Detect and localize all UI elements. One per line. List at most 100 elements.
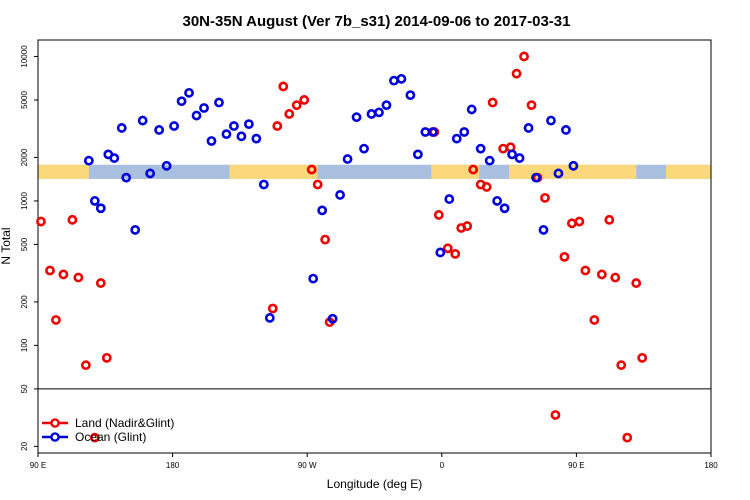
land-point <box>604 214 615 225</box>
y-tick-label: 100 <box>20 338 29 352</box>
land-point <box>622 432 633 443</box>
land-point <box>67 214 78 225</box>
y-tick-label: 10000 <box>20 45 29 68</box>
ocean-point <box>258 179 269 190</box>
ocean-point <box>514 153 525 163</box>
ocean-point <box>459 127 470 137</box>
ocean-point <box>405 90 416 101</box>
ocean-point <box>229 121 239 131</box>
land-point <box>637 352 648 363</box>
ocean-point <box>176 96 187 107</box>
y-tick-label: 5000 <box>20 91 29 109</box>
land-point <box>299 95 310 105</box>
ocean-point <box>475 143 486 154</box>
x-tick-label: 90 E <box>568 461 584 470</box>
land-point <box>610 272 621 283</box>
ocean-point <box>327 313 338 324</box>
land-point <box>80 360 91 371</box>
ocean-point <box>317 205 328 216</box>
land-point <box>511 68 522 79</box>
ocean-series <box>83 73 579 324</box>
ocean-point <box>116 123 127 133</box>
ocean-point <box>121 172 132 183</box>
ocean-point <box>251 133 262 144</box>
ocean-point <box>412 149 423 160</box>
ocean-point <box>366 109 377 119</box>
x-tick-label: 180 <box>704 461 718 470</box>
y-tick-label: 500 <box>20 237 29 251</box>
x-tick-label: 180 <box>166 461 180 470</box>
land-point <box>89 432 100 443</box>
ocean-point <box>191 110 202 121</box>
land-point <box>442 243 453 254</box>
land-point <box>616 360 627 371</box>
ocean-point <box>169 121 179 131</box>
land-point <box>95 278 106 288</box>
y-tick-label: 20 <box>20 441 29 450</box>
land-point <box>320 234 331 245</box>
ocean-point <box>308 273 319 284</box>
land-point <box>596 269 607 280</box>
legend-label: Land (Nadir&Glint) <box>75 416 174 430</box>
x-axis-label: Longitude (deg E) <box>327 477 422 491</box>
land-point <box>312 179 323 190</box>
ocean-point <box>444 194 455 204</box>
ocean-point <box>389 75 399 86</box>
ocean-point <box>484 155 495 166</box>
ocean-point <box>523 123 534 133</box>
land-ocean-band <box>38 164 711 179</box>
land-point <box>550 410 561 420</box>
ocean-point <box>553 168 564 179</box>
ocean-point <box>154 125 165 135</box>
ocean-point <box>342 154 353 164</box>
land-band-segment <box>666 164 711 179</box>
data-points <box>36 51 648 443</box>
ocean-point <box>206 136 217 146</box>
land-point <box>433 210 444 220</box>
ocean-point <box>499 203 510 214</box>
y-tick-label: 1000 <box>20 191 29 209</box>
land-band-segment <box>431 164 480 179</box>
legend-marker <box>50 418 60 428</box>
y-tick-label: 50 <box>20 384 29 393</box>
plot-frame <box>37 39 712 454</box>
ocean-point <box>109 153 120 163</box>
ocean-point <box>351 112 362 123</box>
land-point <box>580 265 591 276</box>
ocean-point <box>507 149 517 160</box>
land-point <box>51 315 61 325</box>
ocean-point <box>89 196 100 206</box>
land-band-segment <box>229 164 318 179</box>
land-point <box>101 352 112 363</box>
legend-marker <box>50 432 60 442</box>
ocean-point <box>264 313 275 323</box>
ocean-point <box>451 133 462 144</box>
land-point <box>519 51 529 62</box>
chart-title: 30N-35N August (Ver 7b_s31) 2014-09-06 t… <box>183 13 571 30</box>
ocean-point <box>492 196 503 206</box>
land-point <box>526 100 537 111</box>
y-tick-label: 200 <box>20 295 29 309</box>
land-point <box>481 182 492 192</box>
ocean-point <box>359 143 369 154</box>
land-point <box>306 164 317 175</box>
ocean-point <box>130 225 141 235</box>
ocean-point <box>466 104 477 115</box>
ocean-point <box>381 100 392 111</box>
ocean-point <box>561 125 571 135</box>
land-point <box>36 216 46 227</box>
ocean-point <box>427 127 438 137</box>
ocean-point <box>199 103 209 113</box>
ocean-point <box>83 155 94 166</box>
ocean-point <box>396 73 407 84</box>
ocean-point <box>243 119 254 130</box>
land-point <box>559 251 570 262</box>
ocean-point <box>145 168 156 179</box>
land-point <box>267 303 278 314</box>
ocean-point <box>184 87 194 98</box>
ocean-point <box>137 115 148 126</box>
ocean-point <box>161 160 172 171</box>
ocean-point <box>335 190 346 200</box>
land-point <box>450 248 461 259</box>
